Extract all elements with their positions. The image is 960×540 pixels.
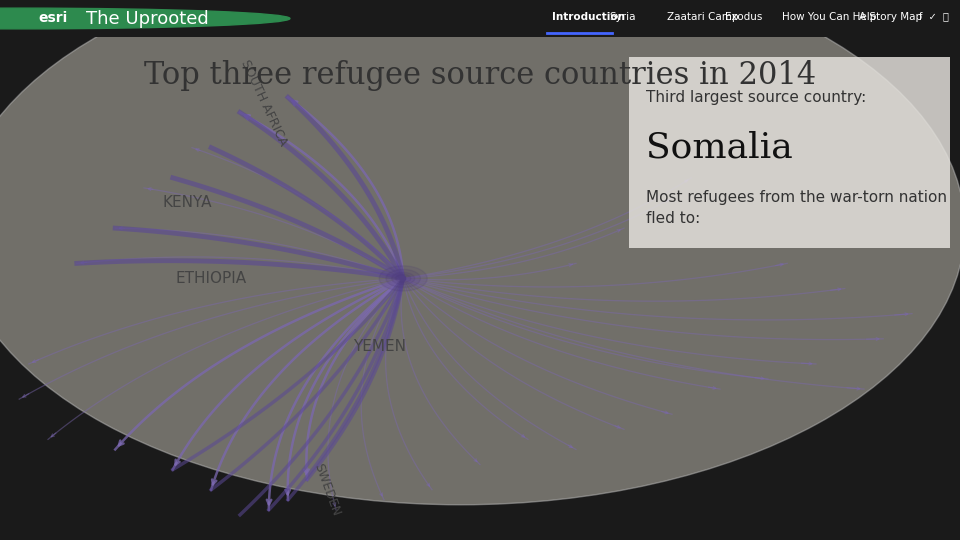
Text: f  ✓  🔗: f ✓ 🔗 <box>919 12 948 22</box>
Text: Most refugees from the war-torn nation
fled to:: Most refugees from the war-torn nation f… <box>646 191 948 226</box>
Text: Third largest source country:: Third largest source country: <box>646 90 866 105</box>
Text: Introduction: Introduction <box>552 12 625 22</box>
Text: Top three refugee source countries in 2014: Top three refugee source countries in 20… <box>144 59 816 91</box>
Polygon shape <box>386 269 420 287</box>
Circle shape <box>0 8 290 29</box>
Text: Zaatari Camp: Zaatari Camp <box>667 12 738 22</box>
Text: How You Can Help: How You Can Help <box>782 12 876 22</box>
Text: SOUTH AFRICA: SOUTH AFRICA <box>238 57 290 147</box>
Text: KENYA: KENYA <box>162 195 212 211</box>
FancyBboxPatch shape <box>629 57 950 248</box>
Text: Syria: Syria <box>610 12 636 22</box>
Text: esri: esri <box>38 11 67 25</box>
Ellipse shape <box>0 0 960 505</box>
Text: YEMEN: YEMEN <box>352 339 406 354</box>
Polygon shape <box>379 266 427 291</box>
Text: SWEDEN: SWEDEN <box>311 462 342 518</box>
Text: Exodus: Exodus <box>725 12 762 22</box>
Polygon shape <box>392 272 415 285</box>
Text: A Story Map: A Story Map <box>859 12 923 22</box>
Text: ETHIOPIA: ETHIOPIA <box>176 271 247 286</box>
Polygon shape <box>396 274 411 282</box>
Text: Somalia: Somalia <box>646 130 793 164</box>
Text: The Uprooted: The Uprooted <box>86 10 209 28</box>
